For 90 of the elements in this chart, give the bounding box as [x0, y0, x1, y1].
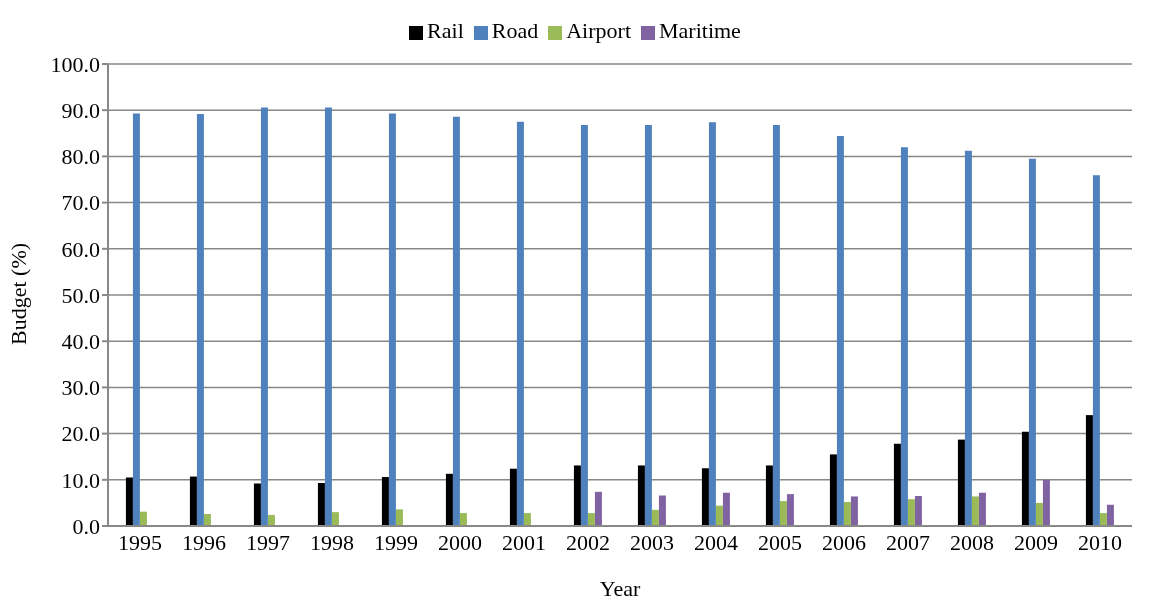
bar	[644, 124, 652, 526]
bar	[914, 495, 922, 526]
x-tick-label: 2004	[694, 529, 738, 555]
bar	[1035, 502, 1043, 526]
bar	[1106, 504, 1114, 526]
bar	[395, 509, 403, 526]
y-tick-label: 80.0	[61, 144, 100, 170]
bar	[125, 477, 133, 526]
bar	[139, 511, 147, 526]
bar	[388, 113, 396, 526]
bar	[580, 124, 588, 526]
bar	[381, 477, 389, 526]
bar	[587, 513, 595, 526]
x-tick-label: 2008	[950, 529, 994, 555]
y-tick-label: 100.0	[50, 51, 100, 77]
legend-label: Maritime	[659, 18, 741, 43]
legend-label: Airport	[566, 18, 631, 43]
x-tick-label: 2002	[566, 529, 610, 555]
y-tick-label: 0.0	[72, 513, 100, 539]
y-tick-label: 70.0	[61, 190, 100, 216]
x-axis-title: Year	[599, 576, 641, 601]
x-tick-label: 1998	[310, 529, 354, 555]
bar	[708, 122, 716, 526]
x-tick-label: 2006	[822, 529, 866, 555]
x-tick-label: 1995	[118, 529, 162, 555]
bar	[203, 513, 211, 526]
bar	[715, 505, 723, 526]
bar	[189, 476, 197, 526]
x-tick-label: 1996	[182, 529, 226, 555]
y-tick-label: 50.0	[61, 282, 100, 308]
bar	[267, 514, 275, 526]
bar	[779, 501, 787, 526]
bar	[651, 509, 659, 526]
bar	[1099, 513, 1107, 526]
bar	[1085, 415, 1093, 526]
bar	[459, 513, 467, 526]
bar	[1042, 479, 1050, 526]
bar	[964, 150, 972, 526]
x-tick-label: 2010	[1078, 529, 1122, 555]
bar	[253, 483, 261, 526]
bar	[765, 465, 773, 526]
bar	[132, 113, 140, 526]
bar	[260, 107, 268, 526]
bar	[637, 465, 645, 526]
y-tick-label: 30.0	[61, 375, 100, 401]
bar	[196, 113, 204, 526]
y-tick-label: 20.0	[61, 421, 100, 447]
bar	[829, 454, 837, 526]
bar	[445, 473, 453, 526]
bar	[722, 492, 730, 526]
bar	[957, 439, 965, 526]
bar	[978, 492, 986, 526]
bar	[573, 465, 581, 526]
x-tick-label: 1997	[246, 529, 290, 555]
x-tick-label: 2001	[502, 529, 546, 555]
bar	[786, 494, 794, 526]
bar	[324, 107, 332, 526]
bar	[893, 443, 901, 526]
bar	[509, 468, 517, 526]
x-tick-label: 2009	[1014, 529, 1058, 555]
bar	[594, 491, 602, 526]
x-tick-label: 1999	[374, 529, 418, 555]
y-tick-label: 60.0	[61, 236, 100, 262]
bar	[701, 468, 709, 526]
bar	[907, 499, 915, 526]
y-tick-label: 10.0	[61, 467, 100, 493]
bar	[452, 116, 460, 526]
bar	[658, 495, 666, 526]
bar	[523, 513, 531, 526]
bar	[1021, 431, 1029, 526]
bar	[516, 121, 524, 526]
x-tick-label: 2007	[886, 529, 930, 555]
y-tick-label: 90.0	[61, 98, 100, 124]
bar	[772, 124, 780, 526]
x-tick-label: 2003	[630, 529, 674, 555]
x-tick-label: 2005	[758, 529, 802, 555]
x-tick-label: 2000	[438, 529, 482, 555]
bar	[843, 501, 851, 526]
bar	[836, 136, 844, 526]
bar	[1028, 158, 1036, 526]
y-axis-title: Budget (%)	[5, 242, 31, 345]
bar	[331, 512, 339, 526]
legend-label: Rail	[427, 18, 464, 43]
bar	[317, 483, 325, 526]
legend-label: Road	[491, 18, 539, 43]
bar	[971, 496, 979, 526]
y-tick-label: 40.0	[61, 329, 100, 355]
bar	[850, 496, 858, 526]
bar	[900, 147, 908, 526]
bar	[1092, 175, 1100, 526]
